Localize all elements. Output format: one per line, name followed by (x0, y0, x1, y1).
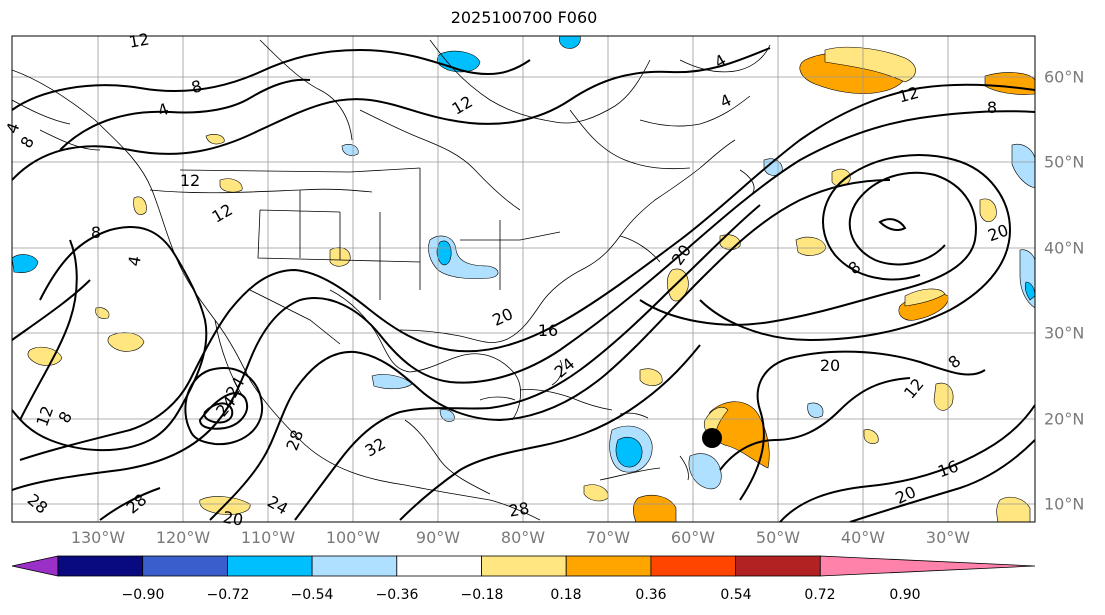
lon-label: 120°W (155, 528, 211, 547)
colorbar-segment (565, 555, 652, 577)
shade-patch (439, 409, 455, 422)
lon-label: 130°W (70, 528, 126, 547)
shade-patch (688, 453, 722, 490)
storm-center-marker (702, 428, 722, 448)
shade-patch (904, 288, 946, 307)
lat-label: 50°N (1044, 152, 1085, 172)
lat-label: 20°N (1044, 409, 1085, 429)
lat-label: 30°N (1044, 323, 1085, 343)
colorbar-tick-label: 0.36 (635, 587, 667, 603)
map-title: 2025100700 F060 (450, 8, 598, 27)
lon-label: 100°W (325, 528, 381, 547)
graticule (12, 36, 1035, 522)
colorbar-segment (650, 555, 737, 577)
contour-label: 20 (820, 356, 840, 375)
colorbar-tick-label: 0.18 (550, 587, 582, 603)
map-panel (12, 36, 1035, 522)
map-frame (11, 35, 1036, 523)
coastlines (12, 39, 771, 521)
shade-patch (436, 240, 452, 266)
shade-patch (996, 496, 1031, 522)
contour-label: 12 (180, 171, 200, 190)
shade-patch (979, 198, 997, 223)
colorbar-segment (57, 555, 144, 577)
colorbar-tick-label: −0.54 (290, 587, 334, 603)
contour-label: 20 (221, 507, 244, 529)
colorbar-segment (481, 555, 567, 577)
contour-label: 8 (189, 76, 204, 97)
shade-patch (95, 307, 110, 319)
shade-patch (639, 368, 663, 386)
lon-label: 60°W (670, 528, 716, 547)
contour-label: 12 (896, 83, 921, 107)
shade-patch (205, 134, 225, 145)
shade-patch (133, 196, 147, 215)
shade-patch (824, 46, 916, 83)
colorbar-tick-label: −0.72 (206, 587, 250, 603)
lat-label: 40°N (1044, 238, 1085, 258)
lon-label: 80°W (500, 528, 546, 547)
shade-patch (558, 36, 581, 49)
shade-patch (632, 495, 677, 522)
colorbar-segment (226, 555, 313, 577)
contour-label: 8 (987, 98, 997, 117)
colorbar-tick-label: 0.90 (889, 587, 921, 603)
contour-label: 4 (124, 254, 144, 267)
lon-label: 110°W (240, 528, 296, 547)
colorbar-tick-label: −0.36 (375, 587, 419, 603)
colorbar-tick-label: −0.18 (460, 587, 504, 603)
contour-label: 28 (507, 498, 530, 520)
shade-patch (615, 437, 643, 468)
lon-label: 40°W (840, 528, 886, 547)
colorbar-extend-low (11, 555, 59, 577)
shade-patch (863, 429, 879, 444)
lon-label: 50°W (755, 528, 801, 547)
shade-patch (1011, 143, 1035, 189)
contours (12, 47, 1035, 522)
shade-patch (219, 178, 243, 193)
lon-label: 30°W (925, 528, 971, 547)
contour-label: 8 (91, 223, 101, 242)
shade-patch (807, 402, 824, 418)
contour-label: 12 (127, 29, 150, 51)
shade-patch (831, 168, 851, 187)
colorbar-segment (735, 555, 821, 577)
contour-label: 16 (538, 321, 558, 340)
lat-label: 10°N (1044, 494, 1085, 514)
colorbar-segment (396, 555, 482, 577)
colorbar-tick-label: 0.54 (720, 587, 752, 603)
colorbar-extend-high (819, 555, 1036, 577)
shade-patch (12, 254, 39, 273)
shade-patch (1024, 281, 1035, 301)
lon-label: 70°W (585, 528, 631, 547)
shade-patch (341, 144, 359, 156)
colorbar-segment (142, 555, 228, 577)
colorbar-segment (311, 555, 398, 577)
lat-label: 60°N (1044, 67, 1085, 87)
lon-label: 90°W (415, 528, 461, 547)
colorbar (11, 555, 1036, 577)
colorbar-tick-label: 0.72 (804, 587, 836, 603)
shade-patch (933, 382, 954, 411)
colorbar-tick-label: −0.90 (121, 587, 165, 603)
